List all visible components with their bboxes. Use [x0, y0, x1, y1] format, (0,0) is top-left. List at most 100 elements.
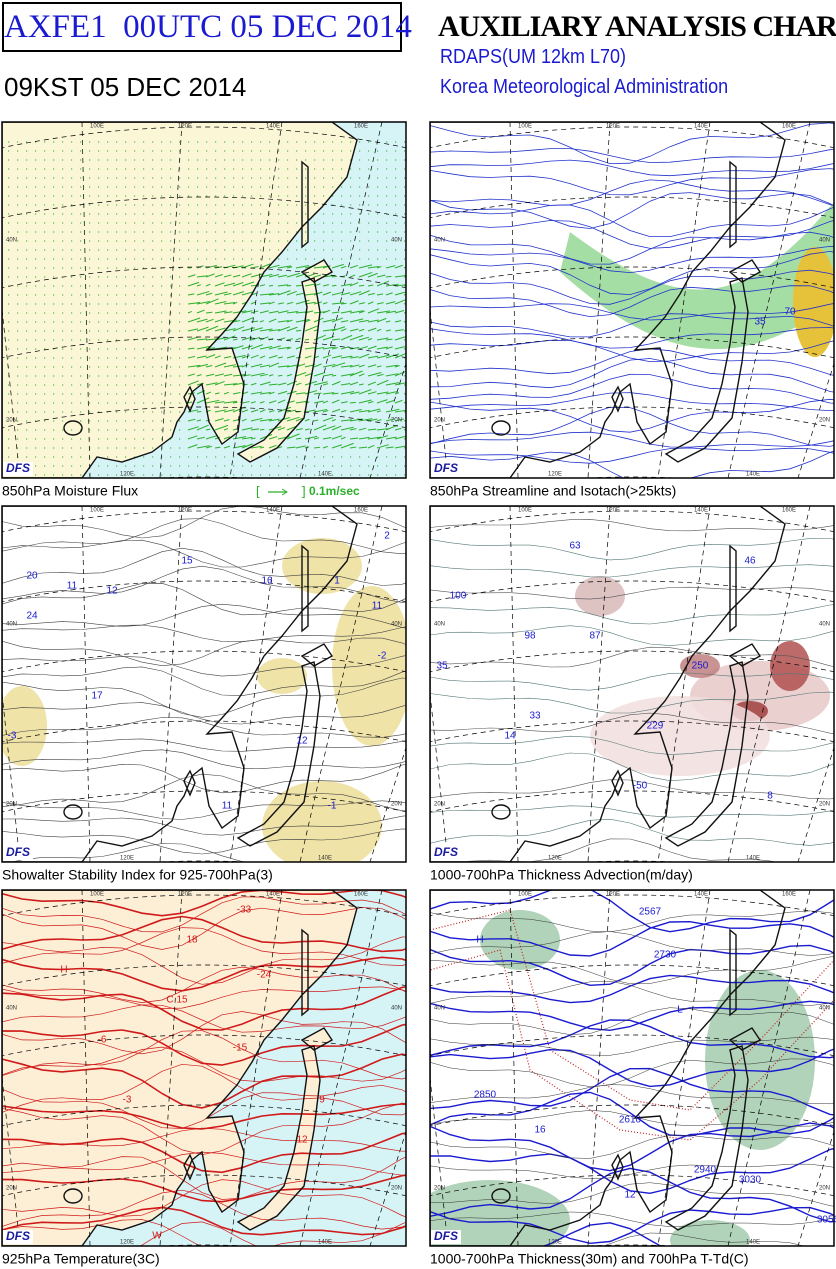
- contour: [2, 666, 406, 697]
- flux-arrow: [187, 373, 195, 377]
- flux-arrow: [376, 444, 389, 449]
- flux-arrow: [385, 391, 397, 395]
- flux-arrow: [331, 347, 339, 350]
- contour-label: 2567: [639, 907, 662, 918]
- flux-arrow: [232, 401, 238, 404]
- flux-arrow: [250, 363, 263, 368]
- flux-arrow: [241, 281, 255, 287]
- flux-arrow: [358, 290, 370, 296]
- lon-label: 120E: [548, 1240, 562, 1246]
- dewpoint-contour: [430, 1084, 834, 1105]
- flux-arrow: [304, 346, 315, 350]
- flux-arrow: [250, 445, 262, 449]
- flux-arrow: [277, 310, 289, 314]
- longitude-line: [657, 506, 711, 862]
- flux-arrow: [268, 400, 277, 404]
- flux-arrow: [331, 311, 340, 314]
- local-time: 09KST 05 DEC 2014: [4, 72, 247, 102]
- flux-arrow: [286, 409, 297, 413]
- flux-arrow: [250, 417, 263, 422]
- flux-arrow: [331, 425, 342, 431]
- contour-label: 2: [384, 531, 390, 542]
- longitude-line: [2, 690, 21, 862]
- flux-arrow: [187, 418, 196, 422]
- flux-arrow: [304, 319, 311, 323]
- streamline: [430, 204, 834, 237]
- flux-arrow: [322, 284, 330, 287]
- flux-arrow: [277, 284, 289, 287]
- lon-label: 100E: [518, 892, 532, 898]
- flux-arrow: [331, 419, 336, 422]
- flux-arrow: [376, 428, 390, 431]
- flux-arrow: [304, 355, 312, 359]
- flux-arrow: [259, 401, 265, 404]
- flux-arrow: [376, 346, 388, 350]
- land: [64, 162, 332, 462]
- flux-arrow: [367, 355, 379, 359]
- flux-arrow: [349, 356, 359, 359]
- flux-arrow: [268, 345, 281, 350]
- flux-arrow: [376, 365, 382, 368]
- lon-label: 160E: [354, 892, 368, 898]
- streamline: [430, 398, 834, 433]
- flux-arrow: [331, 284, 337, 287]
- advection-area: [575, 576, 625, 616]
- flux-arrow: [313, 363, 322, 368]
- flux-arrow: [304, 418, 310, 422]
- streamline: [430, 392, 834, 412]
- dewpoint-contour: [430, 1163, 834, 1180]
- longitude-line: [2, 1074, 21, 1246]
- flux-arrow: [358, 328, 365, 332]
- flux-arrow: [250, 354, 259, 359]
- isotach-band: [560, 202, 834, 350]
- flux-arrow: [322, 373, 334, 377]
- flux-arrow: [232, 445, 246, 449]
- panel-caption: 850hPa Streamline and Isotach(>25kts): [430, 483, 676, 499]
- flux-arrow: [322, 383, 329, 386]
- flux-arrow: [205, 318, 214, 323]
- contour: [430, 712, 834, 735]
- flux-arrow: [376, 302, 384, 305]
- flux-arrow: [304, 390, 318, 395]
- map-panel: 100E 120E 140E 160E 40N 40N 20N 20N 120E 140E 35 70…: [429, 121, 835, 499]
- contour-label: -3: [123, 1095, 132, 1106]
- flux-arrow: [259, 355, 266, 359]
- flux-arrow: [241, 418, 247, 422]
- flux-arrow: [259, 446, 265, 449]
- contour-label: 24: [26, 611, 38, 622]
- land: [430, 506, 785, 862]
- flux-arrow: [214, 380, 225, 386]
- flux-arrow: [331, 362, 346, 368]
- flux-arrow: [214, 392, 220, 395]
- thickness-contour: [430, 1147, 834, 1195]
- streamline: [430, 447, 834, 464]
- flux-arrow: [232, 326, 245, 332]
- flux-arrow: [259, 284, 266, 287]
- streamline: [430, 168, 834, 196]
- contour: [2, 763, 406, 794]
- flux-arrow: [259, 302, 271, 305]
- flux-arrow: [367, 401, 374, 404]
- flux-arrow: [286, 319, 293, 323]
- flux-arrow: [268, 444, 277, 449]
- agency: Korea Meteorological Administration: [440, 76, 729, 98]
- lon-label: 100E: [90, 892, 104, 898]
- contour-label: 46: [744, 556, 756, 567]
- flux-arrow: [349, 291, 362, 296]
- flux-arrow: [313, 372, 326, 377]
- flux-arrow: [304, 409, 316, 413]
- flux-arrow: [358, 336, 370, 341]
- flux-arrow: [304, 325, 318, 332]
- flux-arrow: [358, 436, 370, 440]
- flux-arrow: [196, 410, 202, 413]
- map-panel: 100E 120E 140E 160E 40N 40N 20N 20N 120E 140E 2567…: [429, 889, 836, 1267]
- flux-arrow: [187, 380, 199, 386]
- contour: [464, 838, 777, 862]
- map-frame: [429, 505, 835, 863]
- flux-arrow: [259, 434, 273, 440]
- flux-arrow: [277, 365, 290, 368]
- flux-arrow: [187, 444, 198, 449]
- streamline: [430, 303, 834, 321]
- flux-arrow: [376, 419, 382, 422]
